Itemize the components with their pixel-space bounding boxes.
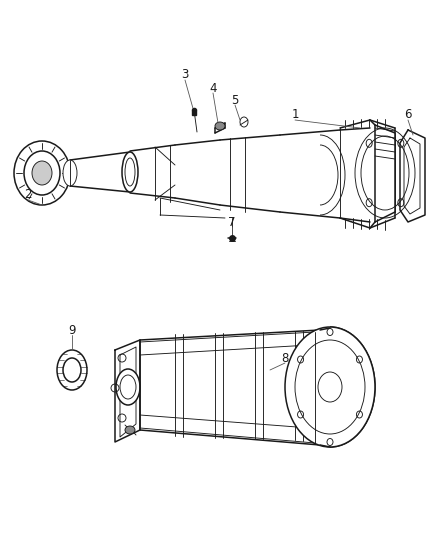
Ellipse shape: [125, 426, 135, 434]
Text: 6: 6: [404, 109, 412, 122]
Ellipse shape: [32, 161, 52, 185]
Ellipse shape: [295, 340, 365, 434]
Text: 2: 2: [24, 189, 32, 201]
Text: 8: 8: [281, 351, 289, 365]
Ellipse shape: [63, 358, 81, 382]
Ellipse shape: [63, 160, 77, 186]
Text: 1: 1: [291, 109, 299, 122]
Text: 4: 4: [209, 82, 217, 94]
Text: 3: 3: [181, 69, 189, 82]
Ellipse shape: [125, 158, 135, 186]
Ellipse shape: [122, 152, 138, 192]
Ellipse shape: [14, 141, 70, 205]
Ellipse shape: [215, 122, 225, 130]
Ellipse shape: [120, 375, 136, 399]
Polygon shape: [115, 340, 140, 442]
Polygon shape: [400, 130, 425, 222]
Ellipse shape: [24, 151, 60, 195]
Ellipse shape: [116, 369, 140, 405]
Ellipse shape: [285, 327, 375, 447]
Text: 9: 9: [68, 324, 76, 336]
Text: 7: 7: [228, 215, 236, 229]
Ellipse shape: [57, 350, 87, 390]
Ellipse shape: [318, 372, 342, 402]
Text: 5: 5: [231, 93, 239, 107]
